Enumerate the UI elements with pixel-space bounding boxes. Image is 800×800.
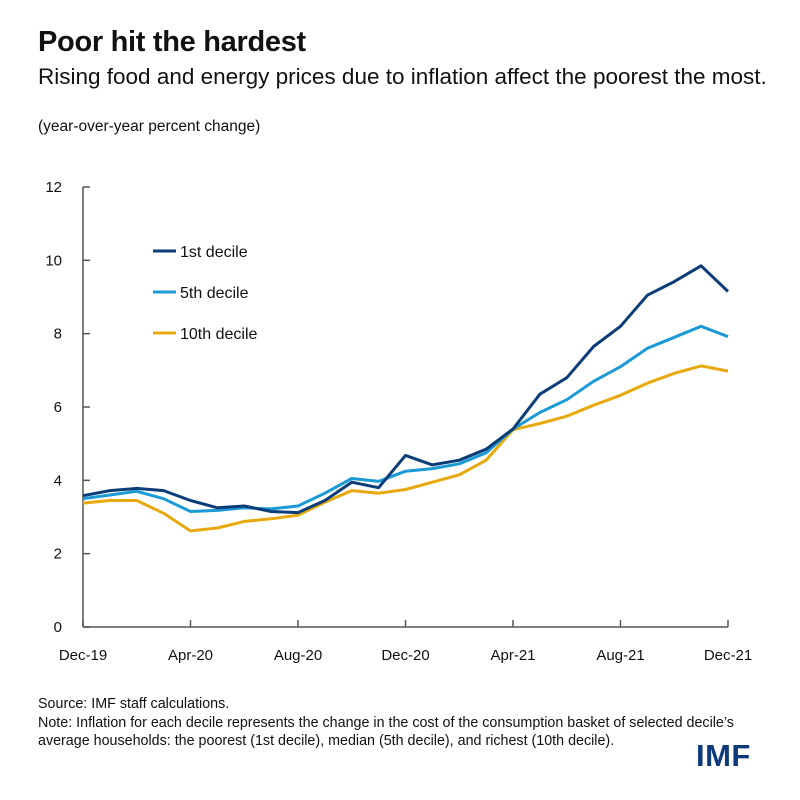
x-tick-label: Aug-21 (596, 647, 644, 664)
y-tick-label: 12 (45, 179, 62, 196)
unit-label: (year-over-year percent change) (38, 118, 261, 135)
y-tick-label: 2 (54, 546, 62, 563)
x-tick-label: Aug-20 (274, 647, 322, 664)
x-tick-label: Dec-21 (704, 647, 752, 664)
imf-logo: IMF (696, 738, 751, 773)
x-tick-label: Dec-20 (381, 647, 429, 664)
source-note: Source: IMF staff calculations. (38, 696, 230, 712)
series-line-10th-decile (82, 364, 729, 533)
footer: Source: IMF staff calculations. Note: In… (38, 695, 738, 751)
chart-title: Poor hit the hardest (38, 26, 306, 58)
x-tick-label: Apr-21 (490, 647, 535, 664)
methodology-note: Note: Inflation for each decile represen… (38, 714, 734, 750)
legend-label: 10th decile (180, 326, 257, 343)
y-tick-label: 4 (54, 472, 62, 489)
y-tick-label: 6 (54, 399, 62, 416)
series-line-1st-decile (82, 264, 730, 515)
x-tick-label: Apr-20 (168, 647, 213, 664)
chart-subtitle: Rising food and energy prices due to inf… (38, 64, 767, 89)
y-tick-label: 10 (45, 252, 62, 269)
x-tick-label: Dec-19 (59, 647, 107, 664)
series-line-5th-decile (82, 324, 729, 513)
y-tick-label: 8 (54, 326, 62, 343)
legend-label: 5th decile (180, 285, 249, 302)
legend-label: 1st decile (180, 244, 248, 261)
y-tick-label: 0 (54, 619, 62, 636)
